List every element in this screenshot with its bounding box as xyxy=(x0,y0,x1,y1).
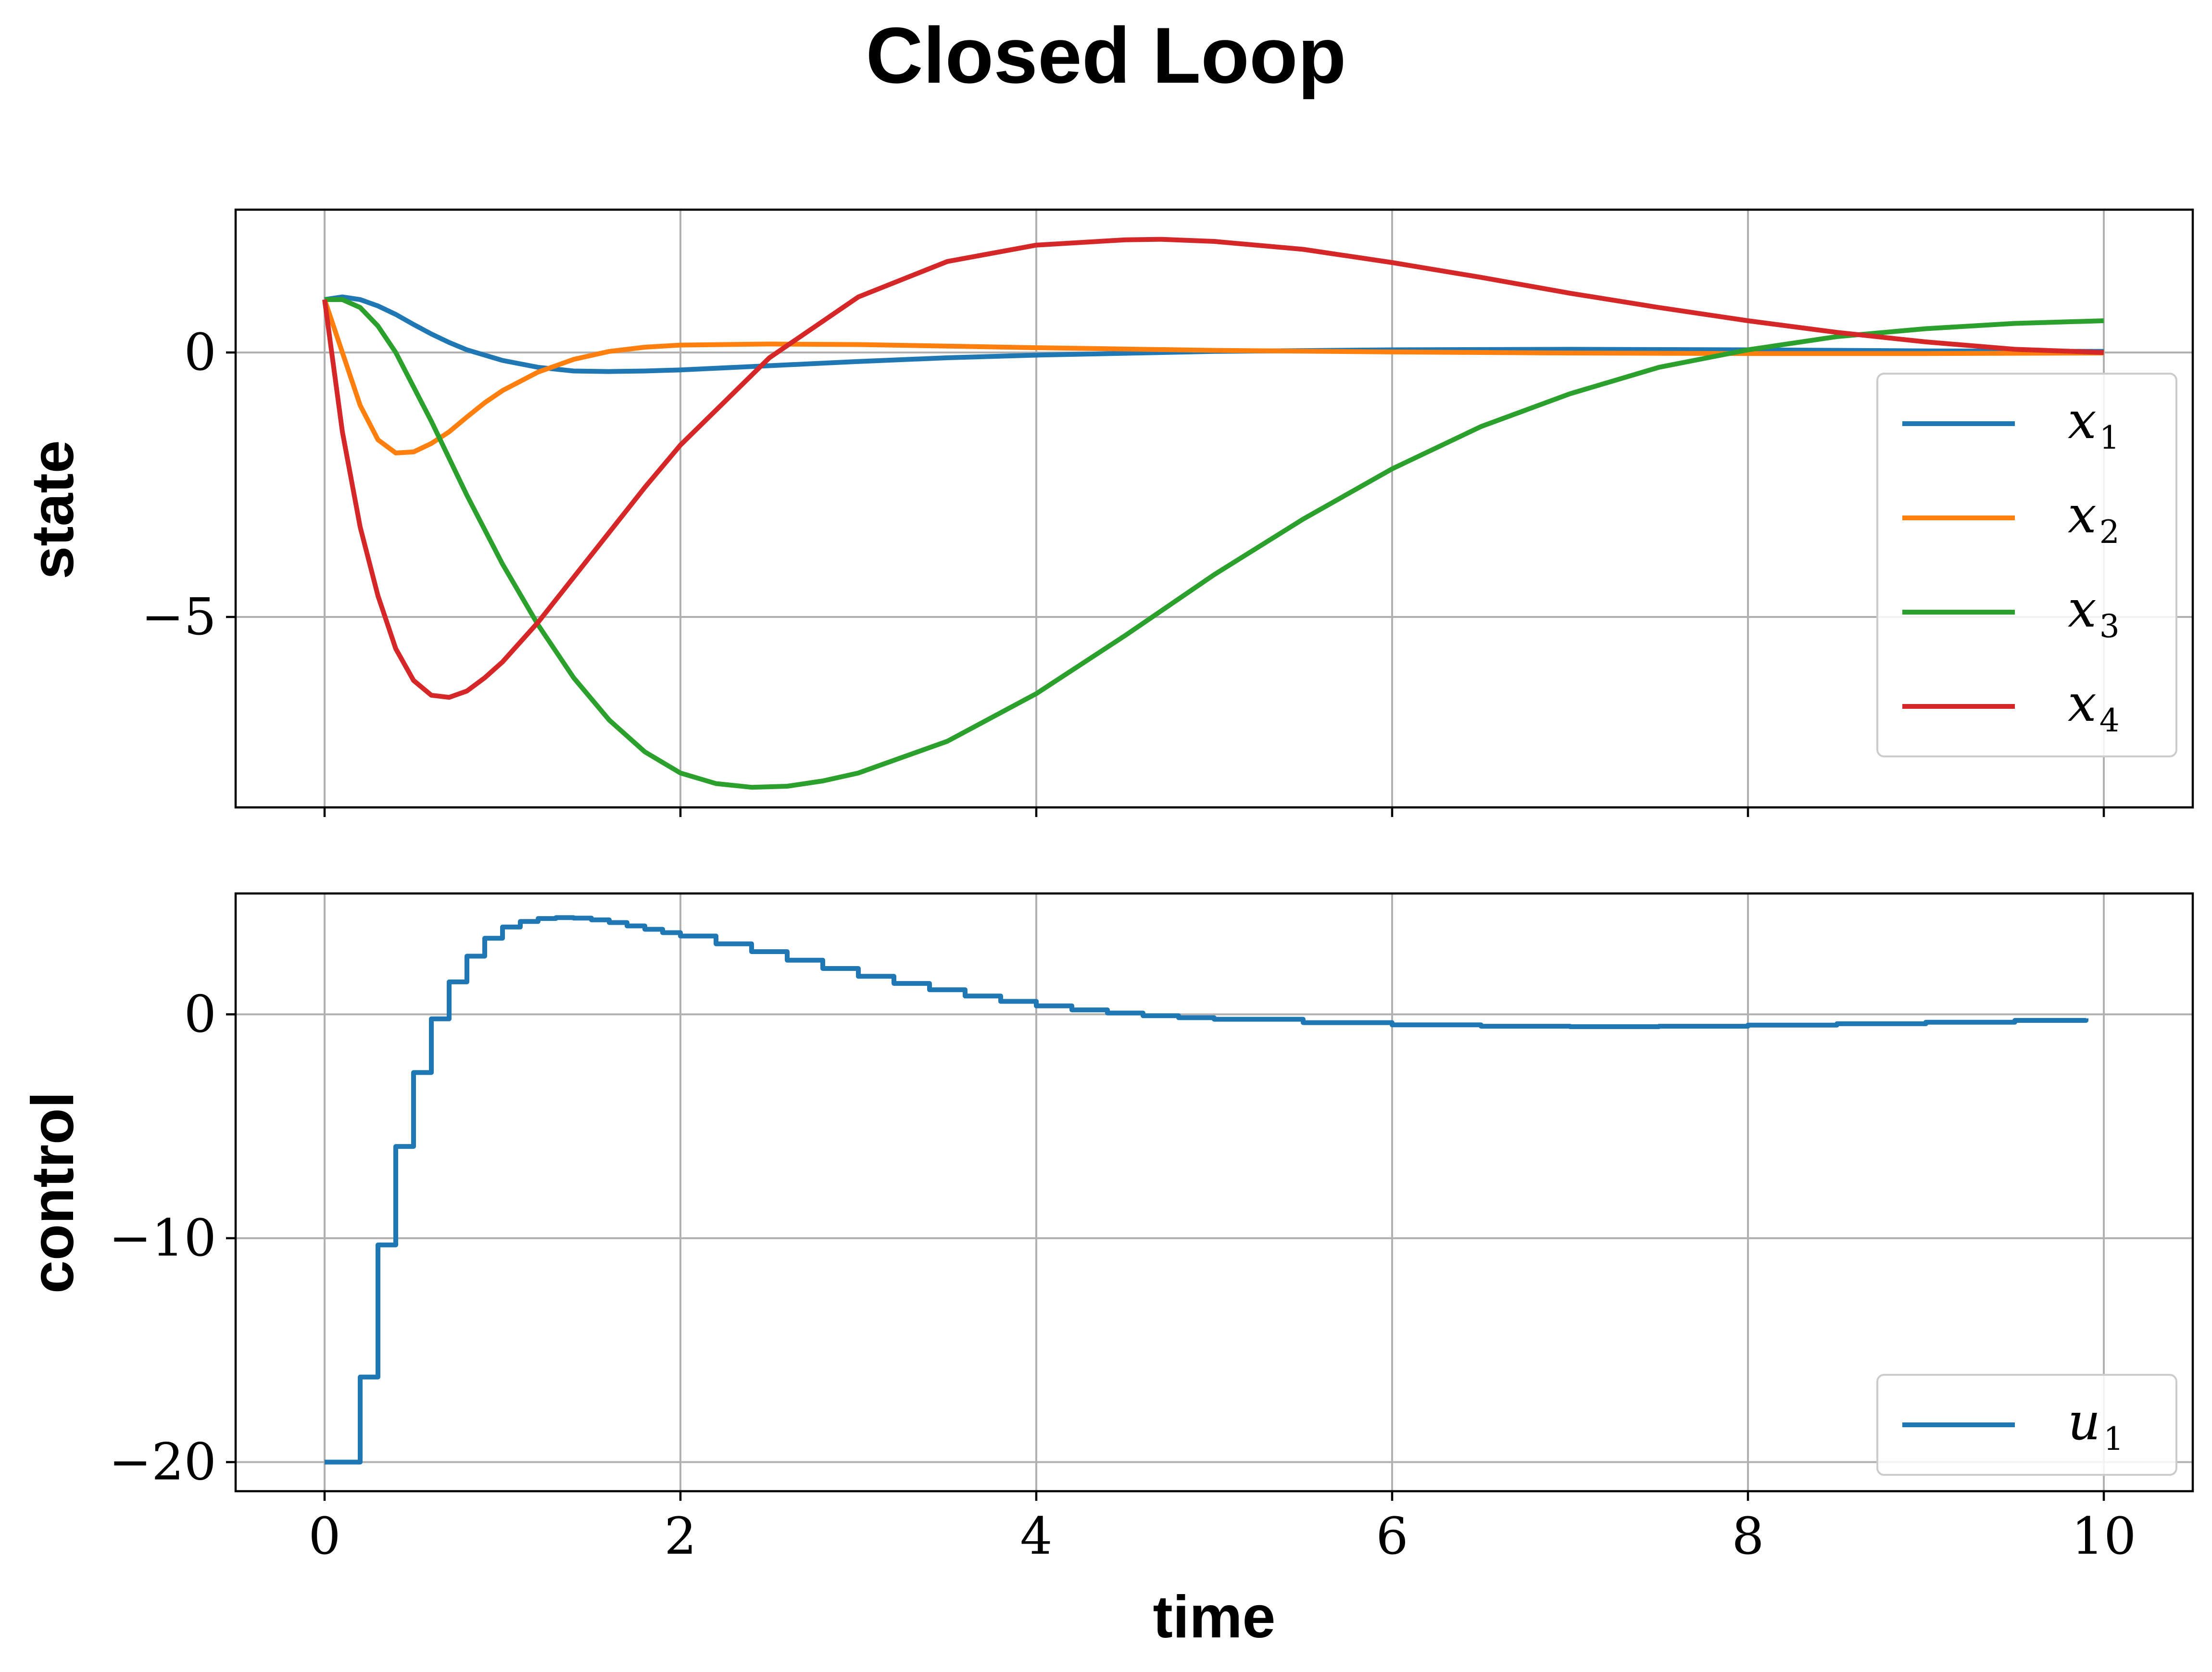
series-line-x2 xyxy=(322,299,2104,455)
control-y-tick-label: 0 xyxy=(184,984,216,1043)
control-legend: u1 xyxy=(1876,1374,2177,1476)
legend-label-subscript: 1 xyxy=(2099,419,2120,456)
time-x-axis-label: time xyxy=(1153,1584,1276,1650)
x-tick-label: 8 xyxy=(1732,1507,1764,1566)
control-panel: 0 2 4 6 8 10 0 −10 −20 control time u1 xyxy=(20,892,2194,1650)
legend-label-x4: x4 xyxy=(2068,674,2120,739)
x-tick-label: 2 xyxy=(664,1507,696,1566)
x-tick-label: 4 xyxy=(1020,1507,1052,1566)
legend-label-main: x xyxy=(2068,391,2097,450)
figure-title: Closed Loop xyxy=(866,11,1346,100)
state-y-tick-label: −5 xyxy=(141,587,216,646)
legend-label-main: x xyxy=(2068,674,2097,733)
state-ticks: 0 −5 xyxy=(141,323,2105,817)
series-line-x3 xyxy=(325,297,2104,790)
legend-label-x2: x2 xyxy=(2068,485,2120,551)
control-y-axis-label: control xyxy=(20,1092,86,1294)
legend-label-main: x xyxy=(2068,485,2097,544)
control-y-tick-label: −20 xyxy=(109,1432,216,1491)
state-legend-box xyxy=(1876,373,2177,757)
series-line-x4 xyxy=(322,237,2104,700)
control-y-tick-label: −10 xyxy=(109,1208,216,1268)
state-y-axis-label: state xyxy=(20,440,86,579)
legend-label-subscript: 4 xyxy=(2099,702,2120,739)
legend-label-x1: x1 xyxy=(2068,391,2120,456)
x-tick-label: 0 xyxy=(308,1507,340,1566)
legend-label-main: x xyxy=(2068,579,2097,639)
state-series-group xyxy=(322,237,2104,790)
control-series-group xyxy=(325,915,2088,1465)
control-ticks: 0 2 4 6 8 10 0 −10 −20 xyxy=(109,984,2136,1566)
x-tick-label: 6 xyxy=(1376,1507,1408,1566)
legend-label-x3: x3 xyxy=(2068,579,2120,645)
legend-label-main: u xyxy=(2068,1392,2100,1451)
legend-label-subscript: 2 xyxy=(2099,514,2120,551)
control-axes-frame xyxy=(234,892,2194,1493)
series-line-u1 xyxy=(325,915,2088,1465)
state-axes-frame xyxy=(234,208,2194,809)
legend-label-subscript: 3 xyxy=(2099,608,2120,645)
state-y-tick-label: 0 xyxy=(184,323,216,382)
x-tick-label: 10 xyxy=(2072,1507,2137,1566)
legend-label-u1: u1 xyxy=(2068,1392,2124,1458)
control-legend-box xyxy=(1876,1374,2177,1476)
legend-label-subscript: 1 xyxy=(2103,1421,2124,1458)
